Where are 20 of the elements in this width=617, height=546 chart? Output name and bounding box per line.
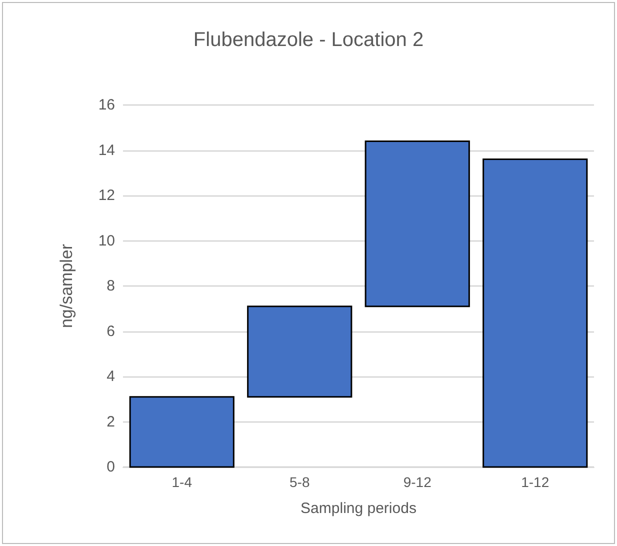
y-tick-label: 16 bbox=[98, 96, 115, 114]
y-tick-label: 12 bbox=[98, 187, 115, 204]
y-tick-label: 10 bbox=[98, 232, 115, 250]
x-axis-title: Sampling periods bbox=[300, 500, 416, 517]
x-tick-label: 5-8 bbox=[290, 474, 310, 490]
chart-title: Flubendazole - Location 2 bbox=[193, 29, 424, 51]
y-tick-label: 14 bbox=[98, 142, 115, 159]
x-tick-label: 1-12 bbox=[521, 474, 550, 490]
y-axis-title: ng/sampler bbox=[57, 244, 76, 328]
bar bbox=[482, 158, 588, 468]
y-tick-label: 8 bbox=[106, 278, 115, 294]
bar bbox=[247, 306, 352, 398]
y-tick-label: 0 bbox=[106, 458, 115, 476]
y-tick-label: 2 bbox=[106, 413, 115, 430]
bar bbox=[364, 140, 470, 308]
x-tick-label: 1-4 bbox=[172, 474, 192, 490]
y-tick-label: 4 bbox=[106, 368, 115, 385]
y-tick-label: 6 bbox=[106, 322, 115, 340]
bar bbox=[129, 396, 234, 468]
x-tick-label: 9-12 bbox=[403, 474, 432, 490]
